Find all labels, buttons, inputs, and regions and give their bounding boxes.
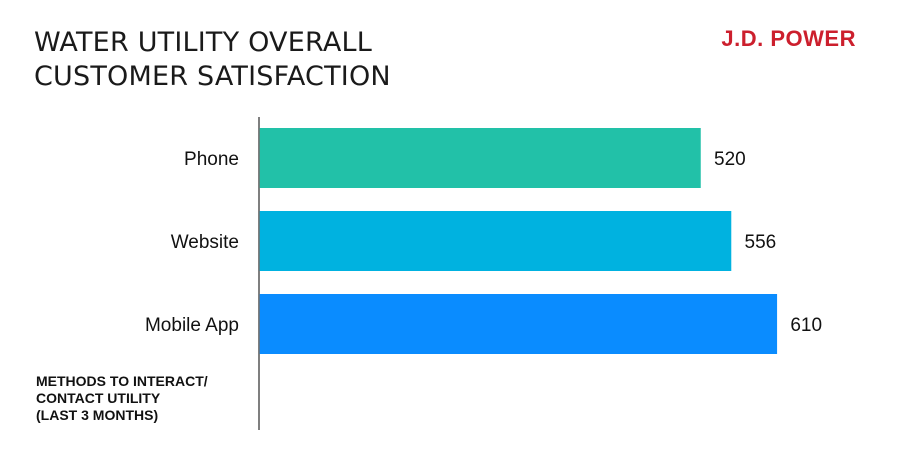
- axis-title-line-2: CONTACT UTILITY: [36, 390, 161, 406]
- category-label: Website: [171, 232, 239, 253]
- jd-power-logo: J.D. POWER: [721, 26, 856, 51]
- axis-title-line-1: METHODS TO INTERACT/: [36, 373, 208, 389]
- category-label: Mobile App: [145, 315, 239, 336]
- value-label: 610: [790, 315, 822, 336]
- bar-website: [259, 211, 732, 271]
- chart-title-line-2: CUSTOMER SATISFACTION: [34, 61, 391, 92]
- axis-title-line-3: (LAST 3 MONTHS): [36, 407, 159, 423]
- chart-title: WATER UTILITY OVERALL CUSTOMER SATISFACT…: [34, 26, 391, 94]
- value-label: 520: [714, 149, 746, 170]
- bar-phone: [259, 128, 701, 188]
- axis-title: METHODS TO INTERACT/ CONTACT UTILITY (LA…: [36, 373, 208, 424]
- category-label: Phone: [184, 149, 239, 170]
- bar-mobile-app: [259, 294, 778, 354]
- chart-title-line-1: WATER UTILITY OVERALL: [34, 27, 373, 58]
- value-label: 556: [745, 232, 777, 253]
